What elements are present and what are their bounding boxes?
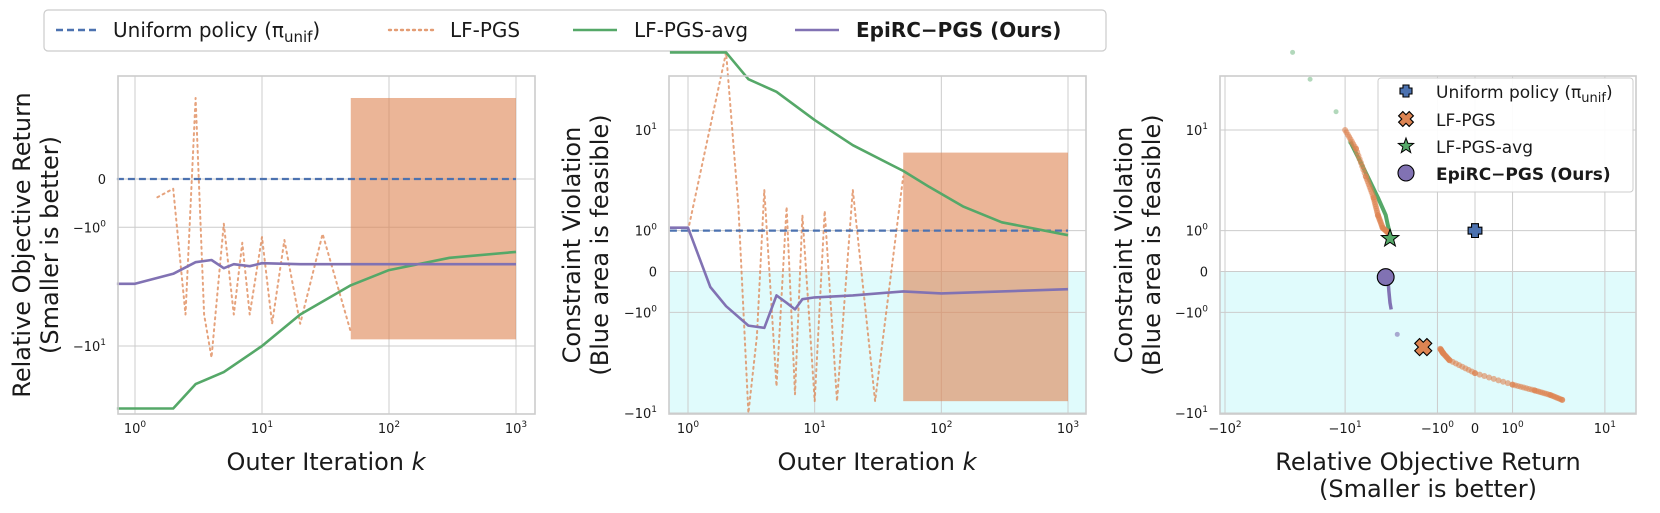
- final-marker-x-shape: [1413, 337, 1433, 357]
- panel2-series: [669, 51, 1069, 414]
- panel3-legend-label-lfpgs-avg: LF-PGS-avg: [1436, 138, 1533, 158]
- lfpgs-trajectory-point: [1472, 370, 1478, 377]
- panel1-band: [350, 97, 516, 340]
- panel3-xlabel-line1: Relative Objective Return: [1275, 448, 1580, 476]
- x-tick-label: −102: [1208, 420, 1241, 437]
- y-tick-label: −100: [73, 219, 106, 236]
- x-tick-label: 102: [930, 420, 952, 437]
- panel2-band: [903, 152, 1068, 402]
- lfpgs-trajectory-point: [1490, 375, 1497, 382]
- y-tick-label: −101: [73, 338, 106, 355]
- lfpgs-oscillation-band: [903, 152, 1068, 402]
- legend-marker-circle: [1397, 164, 1415, 182]
- series-line: [156, 97, 352, 359]
- legend-label-epirc: EpiRC−PGS (Ours): [856, 18, 1061, 42]
- legend-marker-x: [1397, 110, 1415, 128]
- legend-label-uniform: Uniform policy (πunif): [113, 18, 320, 46]
- panel1-frame: [117, 75, 536, 415]
- y-tick-label: −101: [624, 405, 657, 422]
- panel3-markers: [1376, 223, 1483, 357]
- y-tick-label: 0: [649, 266, 657, 281]
- y-tick-label: −100: [624, 304, 657, 321]
- svg-text:Relative Objective Return: Relative Objective Return: [8, 92, 36, 397]
- panel3-legend-label-uniform: Uniform policy (πunif): [1436, 83, 1613, 106]
- panel3-xlabel-line2: (Smaller is better): [1319, 475, 1537, 503]
- panel2-xlabel: Outer Iteration k: [777, 448, 977, 476]
- y-tick-label: 100: [1186, 223, 1209, 240]
- x-tick-label: 103: [505, 420, 527, 437]
- svg-text:(Blue area is feasible): (Blue area is feasible): [586, 114, 614, 375]
- y-tick-label: 101: [635, 122, 657, 139]
- y-tick-label: −101: [1175, 405, 1208, 422]
- series-line: [669, 51, 1069, 237]
- y-tick-label: 0: [98, 173, 106, 188]
- panel1-ylabel: Relative Objective Return (Smaller is be…: [8, 92, 64, 397]
- epirc-trajectory-point: [1394, 331, 1400, 337]
- x-tick-label: −101: [1329, 420, 1362, 437]
- x-tick-label: 100: [124, 420, 147, 437]
- lfpgs-trajectory-point: [1495, 377, 1502, 384]
- panel2-ticks: 100 101 102 103 101 100 0 −100 −101: [624, 122, 1079, 437]
- x-tick-label: −100: [1421, 420, 1454, 437]
- y-tick-label: 100: [635, 223, 658, 240]
- y-tick-label: 0: [1200, 266, 1208, 281]
- x-tick-label: 100: [1501, 420, 1524, 437]
- series-line: [669, 226, 1069, 330]
- panel3-legend-label-epirc: EpiRC−PGS (Ours): [1436, 165, 1611, 185]
- lfpgs-trajectory-point: [1500, 378, 1507, 385]
- final-marker-x: [1413, 337, 1433, 357]
- svg-text:Constraint Violation: Constraint Violation: [1110, 127, 1138, 364]
- lfpgs-avg-trajectory-point: [1290, 49, 1296, 55]
- panel3-legend-label-lfpgs: LF-PGS: [1436, 111, 1496, 131]
- lfpgs-trajectory-point: [1481, 373, 1488, 380]
- y-tick-label: −100: [1175, 304, 1208, 321]
- panel2-frame: [668, 75, 1087, 415]
- lfpgs-trajectory-point: [1476, 371, 1483, 378]
- svg-text:Constraint Violation: Constraint Violation: [558, 127, 586, 364]
- y-tick-label: 101: [1186, 122, 1208, 139]
- panel3-ylabel: Constraint Violation (Blue area is feasi…: [1110, 114, 1166, 375]
- x-tick-label: 103: [1057, 420, 1079, 437]
- x-tick-label: 101: [1594, 420, 1616, 437]
- panel3-frame: [1219, 75, 1637, 415]
- legend-marker-x-shape: [1397, 110, 1415, 128]
- svg-text:(Smaller is better): (Smaller is better): [36, 136, 64, 354]
- x-tick-label: 101: [804, 420, 826, 437]
- legend-marker-plus: [1399, 84, 1413, 98]
- panel-constraint: 100 101 102 103 101 100 0 −100 −101 Outer Iterat…: [558, 51, 1087, 476]
- lfpgs-trajectory-point: [1486, 374, 1493, 381]
- panel2-ylabel: Constraint Violation (Blue area is feasi…: [558, 114, 614, 375]
- legend-label-lfpgs: LF-PGS: [450, 18, 520, 42]
- x-tick-label: 0: [1471, 422, 1479, 437]
- svg-text:(Blue area is feasible): (Blue area is feasible): [1138, 114, 1166, 375]
- x-tick-label: 101: [251, 420, 273, 437]
- panel3-legend: Uniform policy (πunif) LF-PGS LF-PGS-avg…: [1377, 77, 1634, 193]
- lfpgs-trajectory-point: [1504, 380, 1511, 387]
- lfpgs-avg-trajectory-point: [1333, 109, 1339, 115]
- final-marker-circle: [1376, 268, 1395, 287]
- x-tick-label: 100: [677, 420, 700, 437]
- panel1-series: [116, 97, 517, 410]
- final-marker-plus: [1467, 223, 1483, 239]
- panel3-legend-frame: [1377, 77, 1634, 193]
- series-line: [116, 258, 516, 286]
- lfpgs-oscillation-band: [350, 97, 516, 340]
- legend-label-lfpgs-avg: LF-PGS-avg: [634, 18, 748, 42]
- panel3-legend-markers: [1397, 84, 1415, 182]
- final-marker-star: [1379, 227, 1401, 248]
- panel1-ticks: 100 101 102 103 0 −100 −101: [73, 173, 527, 437]
- x-tick-label: 102: [378, 420, 400, 437]
- legend-marker-star: [1397, 136, 1415, 154]
- lfpgs-avg-trajectory-point: [1307, 76, 1313, 82]
- top-legend: Uniform policy (πunif) LF-PGS LF-PGS-avg…: [43, 9, 1107, 52]
- lfpgs-trajectory-point: [1559, 396, 1566, 403]
- panel1-xlabel: Outer Iteration k: [226, 448, 426, 476]
